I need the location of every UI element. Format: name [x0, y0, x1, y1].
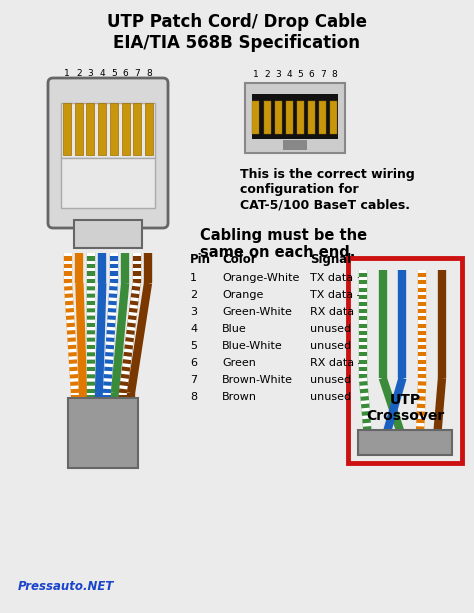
Text: 1: 1 — [190, 273, 197, 283]
Text: 7: 7 — [320, 70, 326, 79]
Text: Orange: Orange — [222, 290, 264, 300]
Text: 5: 5 — [298, 70, 303, 79]
Text: 3: 3 — [190, 307, 197, 317]
Text: Green-White: Green-White — [222, 307, 292, 317]
Text: 5: 5 — [190, 341, 197, 351]
Text: TX data +: TX data + — [310, 273, 366, 283]
Text: 8: 8 — [331, 70, 337, 79]
Text: Pin: Pin — [190, 253, 211, 266]
Text: Blue: Blue — [222, 324, 247, 334]
Text: unused: unused — [310, 341, 351, 351]
Text: UTP
Crossover: UTP Crossover — [366, 393, 444, 423]
Bar — [264, 101, 271, 134]
Text: unused: unused — [310, 392, 351, 402]
Bar — [74, 220, 142, 248]
Text: 4: 4 — [100, 69, 105, 78]
Text: 5: 5 — [111, 69, 117, 78]
Bar — [252, 94, 338, 139]
Text: unused: unused — [310, 324, 351, 334]
Text: TX data -: TX data - — [310, 290, 361, 300]
Text: 6: 6 — [309, 70, 315, 79]
Text: RX data -: RX data - — [310, 358, 362, 368]
Text: RX data +: RX data + — [310, 307, 367, 317]
Text: Blue-White: Blue-White — [222, 341, 283, 351]
Bar — [75, 103, 83, 155]
Text: unused: unused — [310, 375, 351, 385]
Text: 3: 3 — [275, 70, 281, 79]
Text: 1: 1 — [64, 69, 70, 78]
Text: Green: Green — [222, 358, 256, 368]
Bar — [121, 103, 129, 155]
Text: This is the correct wiring
configuration for
CAT-5/100 BaseT cables.: This is the correct wiring configuration… — [240, 168, 415, 211]
Text: 6: 6 — [190, 358, 197, 368]
Bar — [297, 101, 304, 134]
Bar — [145, 103, 153, 155]
Text: Signal: Signal — [310, 253, 351, 266]
Text: Pressauto.NET: Pressauto.NET — [18, 580, 114, 593]
Text: 4: 4 — [190, 324, 197, 334]
FancyBboxPatch shape — [61, 158, 155, 208]
Text: Cabling must be the
same on each end.: Cabling must be the same on each end. — [200, 228, 367, 261]
Text: 4: 4 — [287, 70, 292, 79]
Text: Brown: Brown — [222, 392, 257, 402]
Text: 6: 6 — [123, 69, 128, 78]
Bar — [133, 103, 141, 155]
Bar — [286, 101, 293, 134]
Text: 8: 8 — [190, 392, 197, 402]
Bar — [253, 101, 259, 134]
Text: 7: 7 — [190, 375, 197, 385]
FancyBboxPatch shape — [48, 78, 168, 228]
Text: 2: 2 — [264, 70, 270, 79]
Bar — [308, 101, 315, 134]
Bar — [319, 101, 327, 134]
Text: 1: 1 — [253, 70, 259, 79]
Bar — [245, 83, 345, 153]
Bar — [348, 258, 462, 463]
Text: 2: 2 — [76, 69, 82, 78]
Bar — [86, 103, 94, 155]
Bar — [283, 140, 307, 150]
Text: Brown-White: Brown-White — [222, 375, 293, 385]
Text: Orange-White: Orange-White — [222, 273, 300, 283]
Text: 2: 2 — [190, 290, 197, 300]
Text: 7: 7 — [135, 69, 140, 78]
Text: 3: 3 — [88, 69, 93, 78]
FancyBboxPatch shape — [61, 103, 155, 158]
Bar — [330, 101, 337, 134]
Bar — [275, 101, 282, 134]
Bar — [98, 103, 106, 155]
Text: 8: 8 — [146, 69, 152, 78]
Bar — [358, 430, 452, 455]
Bar — [63, 103, 71, 155]
Text: Color: Color — [222, 253, 256, 266]
Bar — [68, 398, 138, 468]
Bar — [110, 103, 118, 155]
Text: UTP Patch Cord/ Drop Cable
EIA/TIA 568B Specification: UTP Patch Cord/ Drop Cable EIA/TIA 568B … — [107, 13, 367, 52]
